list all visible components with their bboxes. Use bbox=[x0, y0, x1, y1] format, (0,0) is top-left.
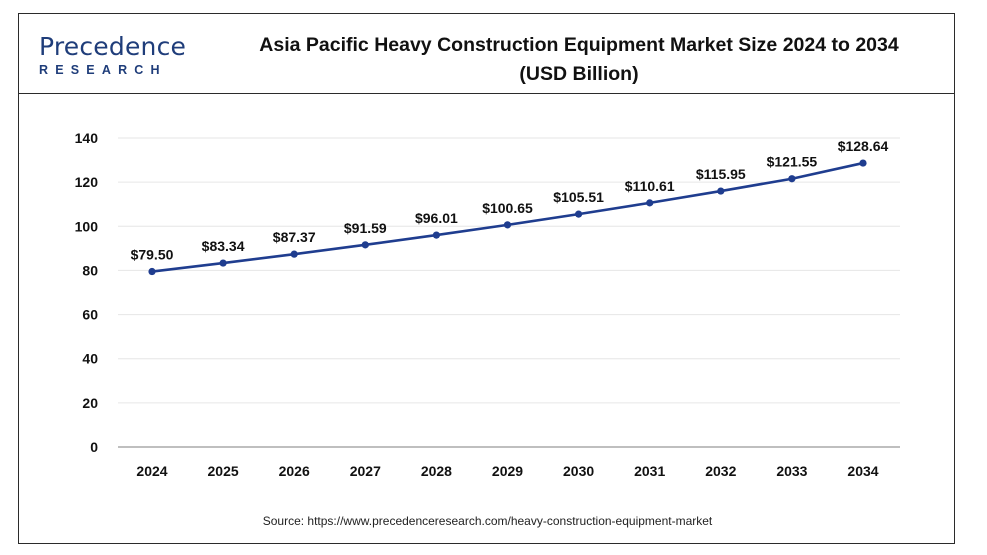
data-point bbox=[503, 221, 512, 229]
y-tick-label: 100 bbox=[75, 218, 99, 234]
logo-subtext: RESEARCH bbox=[39, 63, 167, 77]
data-label: $128.64 bbox=[838, 138, 889, 154]
data-point bbox=[859, 159, 867, 167]
data-point bbox=[361, 241, 369, 249]
data-label: $115.95 bbox=[696, 166, 746, 182]
data-point bbox=[219, 259, 227, 267]
data-label: $87.37 bbox=[273, 229, 316, 245]
data-point bbox=[717, 187, 725, 195]
precedence-research-logo: Precedence RESEARCH bbox=[35, 32, 187, 84]
data-label: $91.59 bbox=[344, 220, 387, 236]
data-label: $79.50 bbox=[131, 247, 174, 263]
x-tick-label: 2034 bbox=[847, 463, 878, 479]
chart-title: Asia Pacific Heavy Construction Equipmen… bbox=[219, 31, 939, 89]
y-tick-label: 120 bbox=[75, 174, 99, 190]
series-line bbox=[151, 161, 864, 273]
data-label: $83.34 bbox=[202, 238, 245, 254]
y-tick-label: 0 bbox=[90, 439, 98, 455]
y-tick-label: 80 bbox=[82, 262, 98, 278]
x-tick-label: 2027 bbox=[350, 463, 381, 479]
chart-title-line1: Asia Pacific Heavy Construction Equipmen… bbox=[259, 34, 899, 56]
source-note: Source: https://www.precedenceresearch.c… bbox=[262, 514, 713, 528]
y-tick-label: 140 bbox=[75, 130, 99, 146]
x-tick-label: 2032 bbox=[705, 463, 736, 479]
x-tick-label: 2028 bbox=[421, 463, 452, 479]
data-label: $110.61 bbox=[625, 178, 675, 194]
data-label: $96.01 bbox=[415, 210, 458, 226]
x-tick-label: 2025 bbox=[208, 463, 239, 479]
x-tick-label: 2024 bbox=[136, 463, 167, 479]
y-tick-label: 20 bbox=[82, 395, 98, 411]
y-tick-label: 40 bbox=[82, 351, 98, 367]
data-point bbox=[432, 231, 440, 239]
x-tick-label: 2026 bbox=[279, 463, 310, 479]
y-tick-label: 60 bbox=[82, 307, 98, 323]
data-point bbox=[575, 210, 583, 218]
chart-frame: Precedence RESEARCH Asia Pacific Heavy C… bbox=[18, 13, 955, 544]
data-point bbox=[148, 267, 156, 276]
data-label: $105.51 bbox=[553, 189, 604, 205]
logo-wordmark: Precedence bbox=[39, 32, 187, 61]
data-point bbox=[646, 199, 654, 207]
chart-title-line2: (USD Billion) bbox=[519, 63, 639, 85]
x-tick-label: 2031 bbox=[634, 463, 665, 479]
data-point bbox=[788, 175, 796, 183]
chart-header: Precedence RESEARCH Asia Pacific Heavy C… bbox=[19, 14, 954, 94]
x-tick-label: 2030 bbox=[563, 463, 594, 479]
data-label: $100.65 bbox=[482, 200, 533, 216]
x-tick-label: 2029 bbox=[492, 463, 523, 479]
x-tick-label: 2033 bbox=[776, 463, 807, 479]
data-label: $121.55 bbox=[767, 154, 818, 170]
data-point bbox=[290, 250, 298, 258]
